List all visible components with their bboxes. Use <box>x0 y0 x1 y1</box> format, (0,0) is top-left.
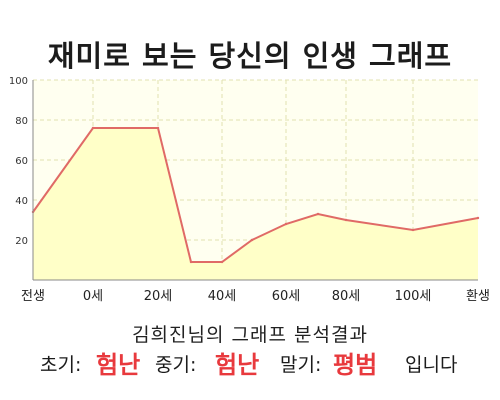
data-point <box>189 260 193 264</box>
data-point <box>156 126 160 130</box>
late-label: 말기: <box>280 354 322 376</box>
mid-value: 험난 <box>215 351 260 379</box>
area-fill <box>33 128 478 280</box>
x-tick-label: 전생 <box>21 289 45 304</box>
x-tick-label: 40세 <box>208 289 237 304</box>
early-label: 초기: <box>40 354 82 376</box>
early-value: 험난 <box>96 351 141 379</box>
x-tick-label: 60세 <box>272 289 301 304</box>
data-point <box>316 212 320 216</box>
data-point <box>91 126 95 130</box>
y-tick-label: 80 <box>15 116 28 127</box>
data-point <box>411 228 415 232</box>
y-tick-label: 20 <box>15 236 28 247</box>
data-point <box>284 222 288 226</box>
page-title: 재미로 보는 당신의 인생 그래프 <box>47 39 453 73</box>
x-tick-label: 환생 <box>466 289 490 304</box>
data-point <box>476 216 480 220</box>
x-tick-label: 80세 <box>332 289 361 304</box>
result-suffix: 입니다 <box>405 354 458 376</box>
y-tick-label: 40 <box>15 196 28 207</box>
late-value: 평범 <box>333 351 378 379</box>
x-tick-label: 0세 <box>83 289 103 304</box>
x-tick-label: 20세 <box>144 289 173 304</box>
y-tick-label: 100 <box>9 76 28 87</box>
x-tick-label: 100세 <box>395 289 432 304</box>
data-point <box>344 218 348 222</box>
result-caption: 김희진님의 그래프 분석결과 <box>132 324 368 346</box>
data-point <box>250 238 254 242</box>
mid-label: 중기: <box>155 354 197 376</box>
y-tick-label: 60 <box>15 156 28 167</box>
data-point <box>220 260 224 264</box>
